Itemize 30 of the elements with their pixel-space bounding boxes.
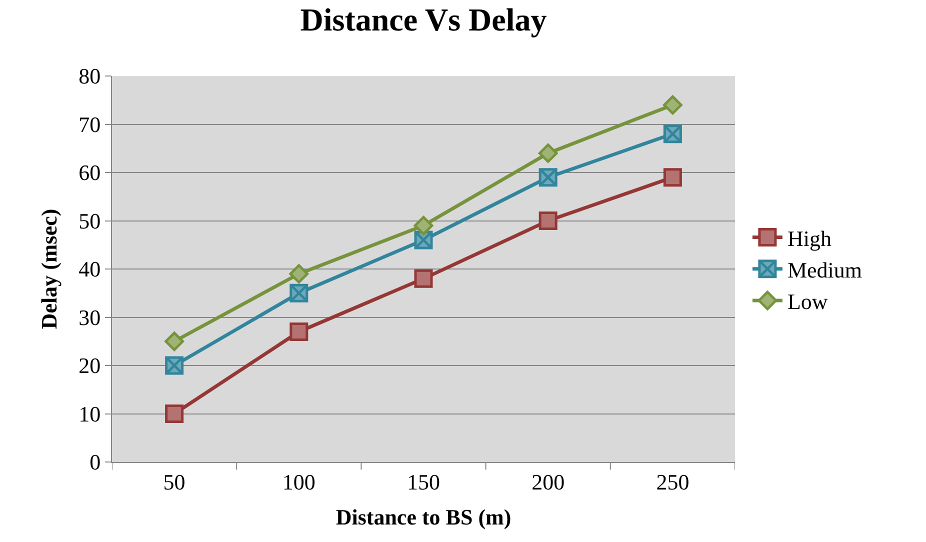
point <box>164 332 184 352</box>
x-tick-label: 100 <box>282 469 316 494</box>
point <box>663 168 682 187</box>
point <box>414 216 434 236</box>
y-tick-label: 70 <box>78 112 101 137</box>
point <box>289 264 309 284</box>
x-tick-label: 200 <box>532 469 565 494</box>
y-tick-label: 10 <box>78 401 101 426</box>
chart-title: Distance Vs Delay <box>300 2 547 38</box>
point <box>290 322 308 341</box>
y-tick-label: 50 <box>78 208 101 234</box>
point <box>663 95 682 115</box>
y-axis-title: Delay (msec) <box>36 208 62 330</box>
legend-label: Low <box>787 289 828 314</box>
x-tick-label: 250 <box>656 469 690 494</box>
y-tick-label: 0 <box>90 450 101 475</box>
point <box>538 212 558 230</box>
legend-label: Medium <box>787 257 862 282</box>
point <box>165 404 184 423</box>
x-tick-label: 150 <box>407 469 440 494</box>
point <box>538 144 558 163</box>
y-tick-label: 20 <box>78 353 101 378</box>
x-tick-label: 50 <box>163 469 186 494</box>
y-tick-label: 30 <box>78 304 101 330</box>
y-tick-label: 40 <box>78 256 101 282</box>
legend-label: High <box>787 226 832 251</box>
x-axis-title: Distance to BS (m) <box>336 504 512 530</box>
y-tick-label: 80 <box>78 64 101 89</box>
y-tick-label: 60 <box>78 160 101 186</box>
point <box>414 269 433 288</box>
